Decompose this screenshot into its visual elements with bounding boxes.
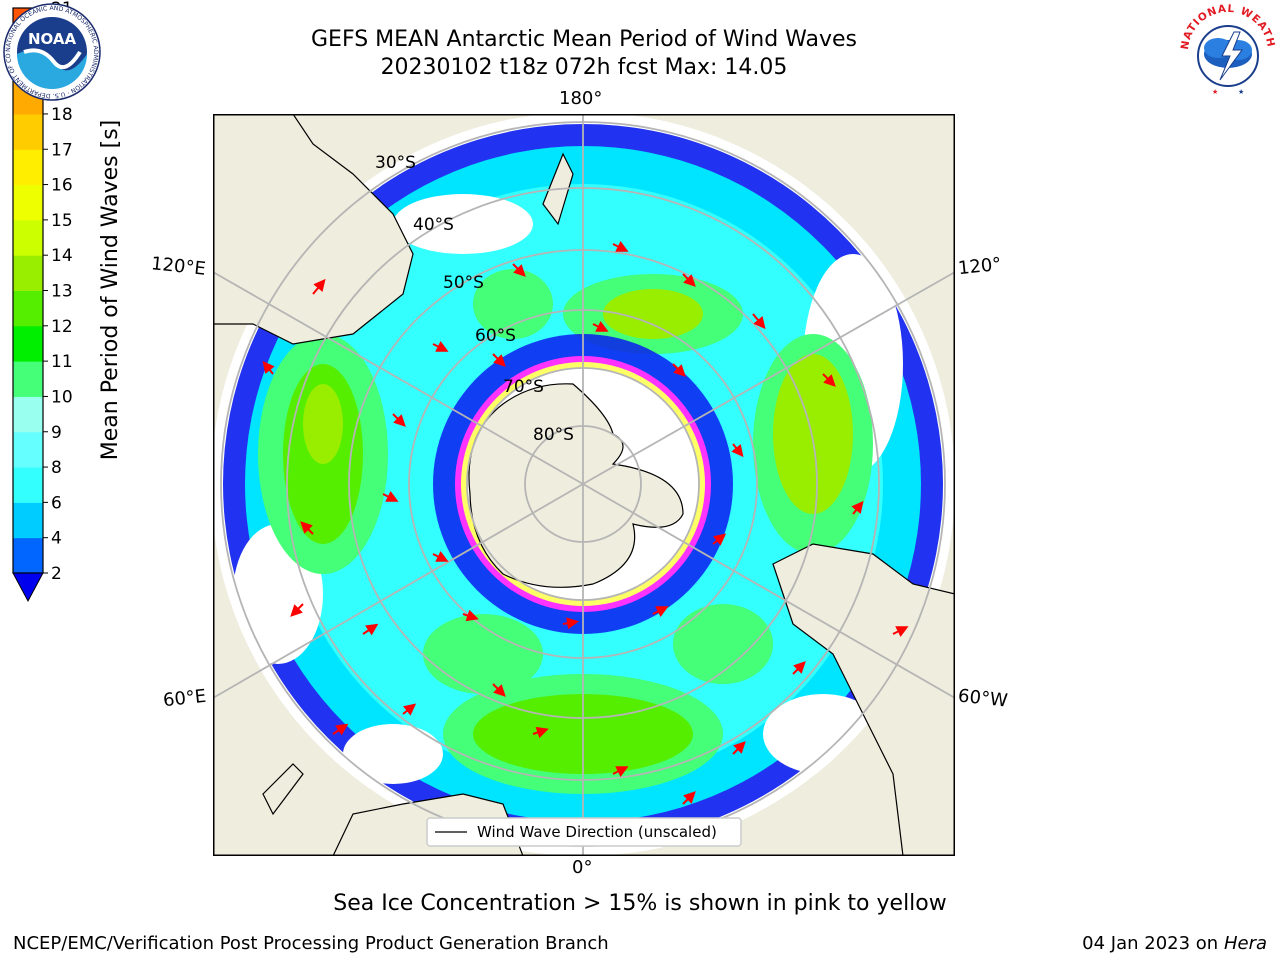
wave-arrow <box>712 533 727 546</box>
lat-label-30s: 30°S <box>375 153 416 173</box>
graticule <box>213 114 955 856</box>
svg-text:★: ★ <box>1212 88 1218 96</box>
wave-arrow <box>462 609 479 622</box>
colorbar-label: Mean Period of Wind Waves [s] <box>98 120 123 460</box>
wave-arrow <box>512 263 526 277</box>
svg-text:★: ★ <box>1238 88 1244 96</box>
lat-label-60s: 60°S <box>475 326 516 346</box>
wave-arrow <box>612 766 629 777</box>
wave-arrow <box>892 626 909 637</box>
chart-title: GEFS MEAN Antarctic Mean Period of Wind … <box>311 27 857 52</box>
wave-arrow <box>432 341 449 352</box>
wave-arrow <box>682 273 696 287</box>
colorbar-tick-label: 4 <box>51 529 62 549</box>
chart-subtitle: 20230102 t18z 072h fcst Max: 14.05 <box>380 55 788 80</box>
south-america <box>772 543 955 856</box>
colorbar-tick-label: 9 <box>51 423 62 443</box>
footer-host: Hera <box>1223 933 1267 954</box>
footer-date: 04 Jan 2023 on Hera <box>1082 933 1267 954</box>
wave-arrow <box>402 703 417 716</box>
colorbar-swatch <box>13 149 43 186</box>
lat-label-40s: 40°S <box>413 215 454 235</box>
wave-arrow <box>532 726 549 739</box>
colorbar-swatch <box>13 255 43 291</box>
colorbar-tick-label: 2 <box>51 564 62 584</box>
colorbar-swatch <box>13 467 43 503</box>
sea-ice-caption: Sea Ice Concentration > 15% is shown in … <box>333 891 947 916</box>
colorbar-swatch <box>13 290 43 327</box>
colorbar-tick-label: 15 <box>51 211 73 231</box>
continents <box>213 114 955 856</box>
lat-label-50s: 50°S <box>443 273 484 293</box>
colorbar-tick-label: 12 <box>51 317 73 337</box>
colorbar-swatch <box>13 325 43 362</box>
footer-credit: NCEP/EMC/Verification Post Processing Pr… <box>13 933 609 954</box>
colorbar-extend-triangle <box>12 572 44 603</box>
lon-label-60w: 60°W <box>957 685 1009 712</box>
colorbar-swatch <box>13 219 43 256</box>
colorbar-swatch <box>13 431 43 468</box>
wave-arrow <box>432 551 449 562</box>
madagascar <box>262 763 304 816</box>
colorbar-swatch <box>13 396 43 433</box>
colorbar-tick-label: 11 <box>51 352 73 372</box>
colorbar-tick-label: 18 <box>51 105 73 125</box>
wave-arrow <box>492 353 506 367</box>
map-frame <box>213 114 955 856</box>
lon-label-120w: 120° <box>957 253 1003 280</box>
wave-arrow <box>672 363 686 377</box>
wave-arrow <box>332 723 349 736</box>
wave-arrow <box>731 443 744 458</box>
wave-arrow <box>362 623 379 636</box>
colorbar-tick-label: 17 <box>51 140 73 160</box>
colorbar-tick-label: 16 <box>51 176 73 196</box>
map-legend: Wind Wave Direction (unscaled) <box>426 817 742 847</box>
lon-label-60e: 60°E <box>162 685 208 712</box>
wave-arrow <box>382 491 399 502</box>
wave-arrow <box>592 321 609 332</box>
wave-arrow <box>492 683 506 697</box>
wave-arrow <box>312 278 326 295</box>
colorbar-tick-label: 13 <box>51 282 73 302</box>
wave-arrow <box>652 606 669 617</box>
colorbar-tick-label: 8 <box>51 458 62 478</box>
wind-wave-arrows <box>262 241 909 805</box>
noaa-logo-text: NOAA <box>28 30 77 48</box>
wave-arrow <box>682 791 696 805</box>
wave-arrow <box>300 521 314 535</box>
wave-arrow <box>290 603 304 617</box>
colorbar-tick-label: 6 <box>51 493 62 513</box>
nws-logo: NATIONAL WEATHER SERVICE ★ ★ <box>1178 2 1276 100</box>
colorbar-swatch <box>13 184 43 221</box>
lon-label-180: 180° <box>559 88 603 109</box>
wave-arrow <box>612 241 629 252</box>
colorbar-tick-label: 10 <box>51 387 73 407</box>
colorbar-tick-label: 14 <box>51 246 73 266</box>
wave-arrow <box>732 741 746 755</box>
wave-arrow <box>822 373 836 387</box>
colorbar-swatch <box>13 361 43 397</box>
polar-map: 30°S 40°S 50°S 60°S 70°S 80°S Wind Wave … <box>213 114 955 856</box>
lat-label-70s: 70°S <box>503 377 544 397</box>
colorbar-swatch <box>13 537 43 574</box>
footer-date-text: 04 Jan 2023 on <box>1082 933 1224 954</box>
lon-label-0: 0° <box>572 857 593 878</box>
wave-arrow <box>262 360 275 375</box>
colorbar-swatch <box>13 113 43 150</box>
wave-arrow <box>851 500 864 515</box>
legend-label: Wind Wave Direction (unscaled) <box>477 823 717 841</box>
antarctica <box>468 383 684 588</box>
wave-arrow <box>752 313 766 330</box>
lon-label-120e: 120°E <box>150 253 207 280</box>
noaa-logo: NATIONAL OCEANIC AND ATMOSPHERIC ADMINIS… <box>2 2 101 101</box>
wave-arrow <box>392 413 406 427</box>
wave-arrow <box>562 617 579 630</box>
lat-label-80s: 80°S <box>533 425 574 445</box>
colorbar-swatch <box>13 502 43 539</box>
wave-arrow <box>792 661 806 675</box>
